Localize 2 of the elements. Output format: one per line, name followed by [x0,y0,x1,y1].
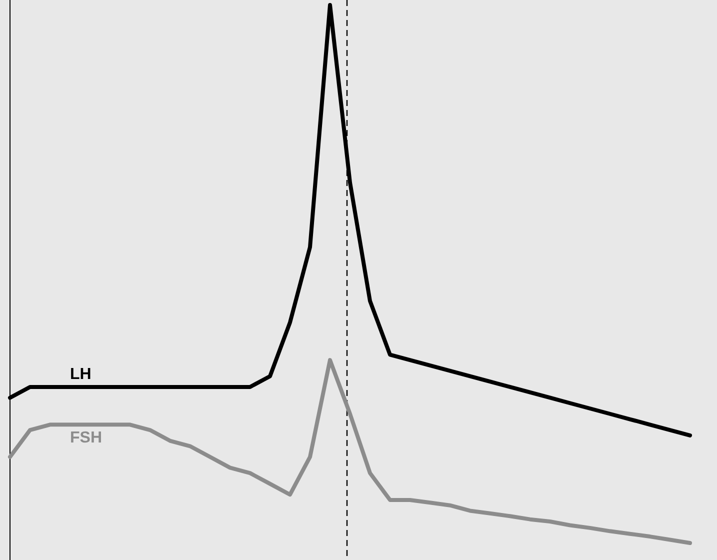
series-label: LH [70,366,92,383]
series-label: FSH [70,430,102,447]
